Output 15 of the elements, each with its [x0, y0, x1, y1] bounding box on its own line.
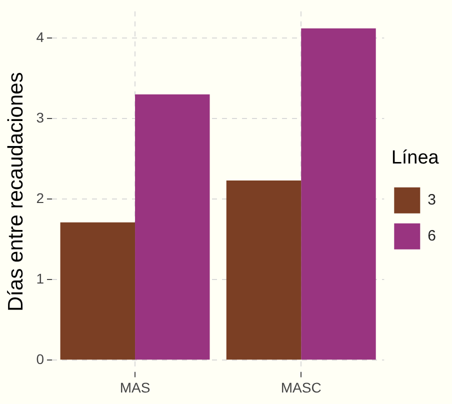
y-tick-label: 3 — [36, 109, 44, 126]
legend-label: 6 — [428, 228, 436, 245]
y-tick-label: 0 — [36, 350, 44, 367]
bar — [135, 94, 210, 360]
y-tick-label: 1 — [36, 270, 44, 286]
bar — [226, 180, 302, 360]
bar — [60, 222, 136, 360]
y-tick-label: 4 — [36, 28, 44, 45]
y-tick-label: 2 — [36, 190, 44, 206]
y-axis-title: Días entre recaudaciones — [4, 72, 28, 312]
x-tick-label: MAS — [120, 379, 150, 396]
bar — [301, 28, 376, 360]
legend-title: Línea — [391, 147, 440, 168]
x-tick-label: MASC — [280, 379, 322, 396]
legend-label: 3 — [428, 192, 436, 209]
